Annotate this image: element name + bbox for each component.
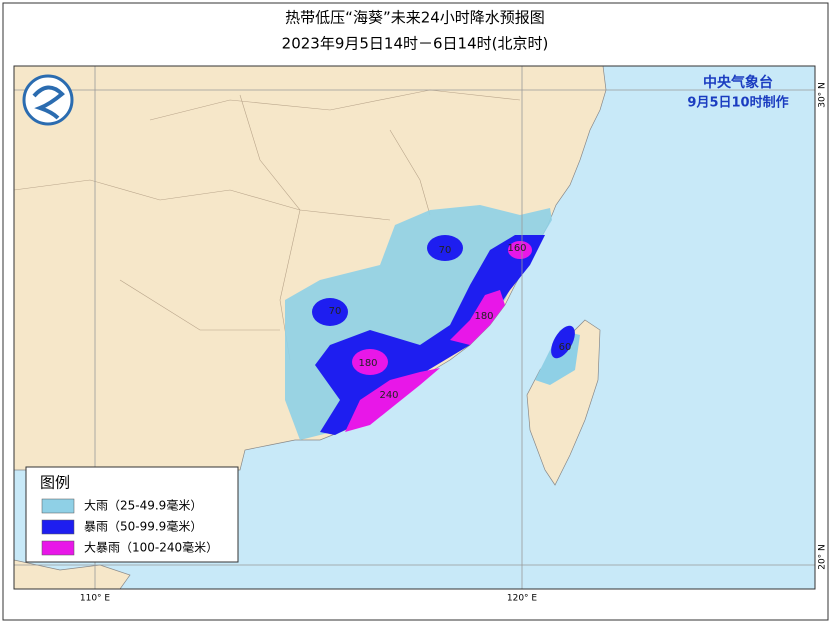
rain-storm-area — [427, 235, 463, 261]
legend-label: 大暴雨（100-240毫米） — [84, 540, 218, 555]
contour-label: 70 — [439, 245, 452, 256]
hainan — [14, 559, 131, 589]
contour-label: 160 — [507, 243, 526, 254]
rain-severe-area — [345, 368, 440, 432]
graticule-labels: 110° E 120° E 30° N 20° N — [80, 82, 828, 603]
legend-swatch — [41, 540, 75, 556]
agency: 中央气象台 — [703, 74, 773, 91]
map-frame — [13, 65, 816, 590]
longitude-label: 110° E — [80, 594, 111, 604]
rain-severe-area — [450, 290, 505, 345]
contour-label: 60 — [559, 342, 572, 353]
rain-severe-area — [508, 241, 532, 259]
logo-mark — [32, 85, 65, 120]
legend-title: 图例 — [40, 474, 70, 492]
longitude-label: 120° E — [507, 594, 538, 604]
rain-severe-area — [352, 349, 388, 375]
legend-swatch — [41, 498, 75, 514]
rain-storm-area — [315, 235, 545, 435]
rain-storm-area — [551, 325, 575, 359]
legend-label: 暴雨（50-99.9毫米） — [84, 519, 202, 534]
legend: 图例 大雨（25-49.9毫米） 暴雨（50-99.9毫米） 大暴雨（100-240… — [25, 466, 239, 563]
contour-label: 240 — [379, 390, 398, 401]
issue-time: 9月5日10时制作 — [687, 95, 788, 111]
legend-swatch — [41, 519, 75, 535]
title: 热带低压“海葵”未来24小时降水预报图 — [285, 9, 545, 27]
legend-label: 大雨（25-49.9毫米） — [84, 498, 202, 513]
graticule — [14, 66, 815, 589]
latitude-label: 30° N — [818, 82, 828, 108]
contour-label: 70 — [329, 306, 342, 317]
contour-label: 180 — [358, 358, 377, 369]
province-borders — [14, 89, 521, 361]
rain-storm-area — [312, 298, 348, 326]
logo — [22, 74, 74, 126]
contour-labels: 70 70 160 180 180 240 60 — [329, 243, 572, 401]
latitude-label: 20° N — [818, 544, 828, 570]
contour-label: 180 — [474, 311, 493, 322]
subtitle: 2023年9月5日14时－6日14时(北京时) — [282, 35, 549, 53]
